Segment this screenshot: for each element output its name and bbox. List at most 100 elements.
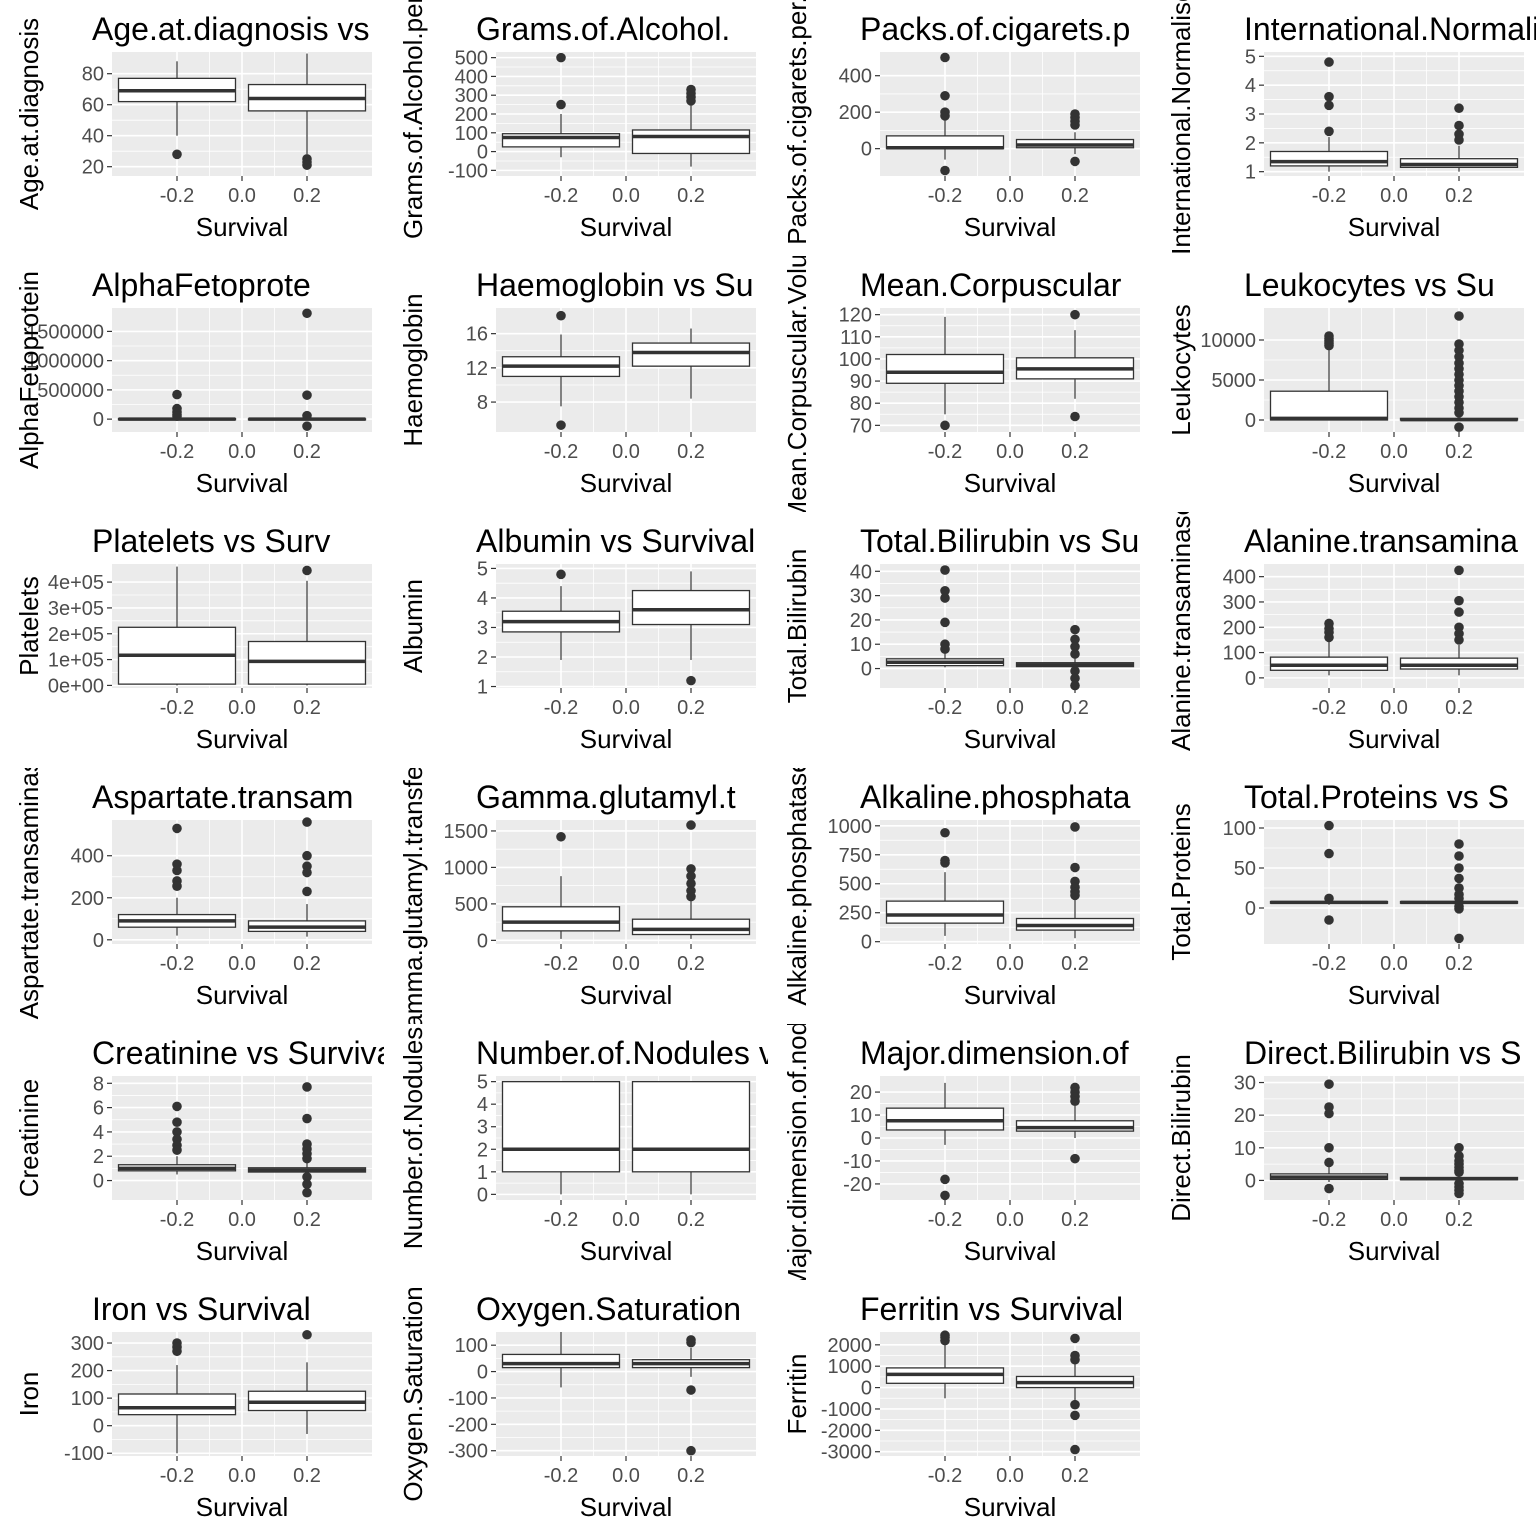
outlier-point	[1454, 595, 1464, 606]
outlier-point	[302, 421, 312, 431]
y-tick-label: 5000	[1212, 370, 1257, 392]
outlier-point	[172, 149, 182, 160]
x-tick-label: 0.0	[612, 1209, 640, 1231]
outlier-point	[940, 90, 950, 101]
chart-title: Alanine.transamina	[1244, 523, 1518, 559]
chart-title: Aspartate.transam	[92, 779, 353, 815]
outlier-point	[940, 585, 950, 596]
y-tick-label: 4	[477, 1094, 488, 1116]
y-tick-label: 4	[477, 588, 488, 610]
boxplot-panel: 0e+00 1e+05 2e+05 3e+05 4e+05 -0.2 0.0 0.2 Plate…	[0, 512, 384, 768]
outlier-point	[686, 1445, 696, 1456]
y-tick-label: 2	[93, 1146, 104, 1168]
y-tick-label: 400	[455, 66, 488, 88]
x-tick-label: 0.2	[677, 441, 705, 463]
y-tick-label: -200	[448, 1414, 488, 1436]
outlier-point	[1454, 851, 1464, 861]
x-tick-label: -0.2	[928, 441, 962, 463]
y-tick-label: 100	[839, 349, 872, 371]
x-tick-label: 0.0	[996, 1465, 1024, 1487]
chart-title: Total.Bilirubin vs Su	[860, 523, 1139, 559]
y-tick-label: 110	[840, 327, 872, 349]
chart-svg: -300 -200 -100 0 100 -0.2 0.0 0.2 Oxygen.Saturat…	[398, 1286, 756, 1522]
outlier-point	[172, 1117, 182, 1127]
outlier-point	[302, 1187, 312, 1198]
y-axis-label: Alanine.transaminase	[1166, 512, 1196, 751]
boxplot-panel: -3000 -2000 -1000 0 1000 2000 -0.2 0.0 0.2 Ferrit…	[768, 1280, 1152, 1536]
outlier-point	[1324, 1079, 1334, 1089]
chart-title: Leukocytes vs Su	[1244, 267, 1495, 303]
x-tick-label: -0.2	[544, 953, 578, 975]
y-axis-label: Packs.of.cigarets.per.y	[782, 0, 812, 245]
y-tick-label: 20	[82, 157, 104, 179]
x-tick-label: 0.2	[293, 697, 321, 719]
x-tick-label: 0.0	[1380, 697, 1408, 719]
x-tick-label: -0.2	[160, 953, 194, 975]
x-tick-label: -0.2	[160, 697, 194, 719]
y-tick-label: 500	[455, 48, 488, 70]
outlier-point	[1324, 1142, 1334, 1153]
y-tick-label: 5	[477, 1072, 488, 1094]
chart-svg: 0e+00 1e+05 2e+05 3e+05 4e+05 -0.2 0.0 0.2 Plate…	[14, 523, 372, 754]
outlier-point	[1454, 103, 1464, 114]
outlier-point	[1454, 933, 1464, 944]
chart-title: Number.of.Nodules v	[476, 1035, 768, 1071]
y-tick-label: 250	[839, 903, 872, 925]
y-tick-label: 400	[1223, 567, 1256, 589]
y-axis-label: Ferritin	[782, 1354, 812, 1435]
outlier-point	[172, 411, 182, 422]
outlier-point	[1454, 408, 1464, 418]
x-tick-label: 0.0	[612, 185, 640, 207]
outlier-point	[1324, 893, 1334, 904]
y-tick-label: 1e+05	[48, 650, 104, 672]
y-tick-label: 0	[861, 932, 872, 954]
boxplot-panel: 0 200 400 -0.2 0.0 0.2 Aspartate.transam Surviv…	[0, 768, 384, 1024]
y-tick-label: 12	[466, 358, 488, 380]
y-tick-label: 100	[455, 123, 488, 145]
x-tick-label: 0.2	[677, 1209, 705, 1231]
y-tick-label: 10	[850, 1105, 872, 1127]
y-tick-label: 0	[477, 1362, 488, 1384]
y-tick-label: -300	[448, 1441, 488, 1463]
y-axis-label: Mean.Corpuscular.Volume	[782, 256, 812, 512]
outlier-point	[1070, 411, 1080, 422]
chart-title: Direct.Bilirubin vs S	[1244, 1035, 1521, 1071]
outlier-point	[302, 886, 312, 897]
y-tick-label: 0	[477, 930, 488, 952]
x-axis-label: Survival	[196, 1236, 288, 1266]
y-tick-label: 1	[1245, 162, 1256, 184]
y-tick-label: -100	[64, 1443, 104, 1465]
y-tick-label: 1	[477, 677, 488, 699]
x-tick-label: 0.2	[677, 1465, 705, 1487]
outlier-point	[1454, 904, 1464, 914]
y-axis-label: Major.dimension.of.nodule	[782, 1024, 812, 1280]
y-tick-label: 8	[477, 392, 488, 414]
box-body	[117, 1393, 237, 1416]
x-tick-label: -0.2	[544, 1209, 578, 1231]
x-tick-label: 0.2	[293, 953, 321, 975]
x-tick-label: 0.2	[293, 441, 321, 463]
y-tick-label: -3000	[821, 1442, 872, 1464]
y-tick-label: 90	[850, 371, 872, 393]
x-tick-label: 0.2	[293, 1209, 321, 1231]
x-axis-label: Survival	[196, 468, 288, 498]
chart-title: Albumin vs Survival	[476, 523, 755, 559]
x-tick-label: 0.0	[228, 953, 256, 975]
boxplot-panel: -100 0 100 200 300 400 500 -0.2 0.0 0.2 Grams.of.A…	[384, 0, 768, 256]
outlier-point	[1324, 1108, 1334, 1119]
boxplot-panel: 1 2 3 4 5 -0.2 0.0 0.2 International.Normali Surv…	[1152, 0, 1536, 256]
x-tick-label: 0.0	[996, 953, 1024, 975]
y-tick-label: 3	[477, 617, 488, 639]
outlier-point	[556, 99, 566, 110]
outlier-point	[172, 389, 182, 400]
y-tick-label: 120	[839, 305, 872, 327]
x-tick-label: 0.0	[996, 1209, 1024, 1231]
boxplot-panel: 0 2 4 6 8 -0.2 0.0 0.2 Creatinine vs Surviva Surv…	[0, 1024, 384, 1280]
y-tick-label: 400	[839, 66, 872, 88]
y-tick-label: 500	[839, 874, 872, 896]
outlier-point	[1070, 1333, 1080, 1344]
outlier-point	[1454, 635, 1464, 645]
